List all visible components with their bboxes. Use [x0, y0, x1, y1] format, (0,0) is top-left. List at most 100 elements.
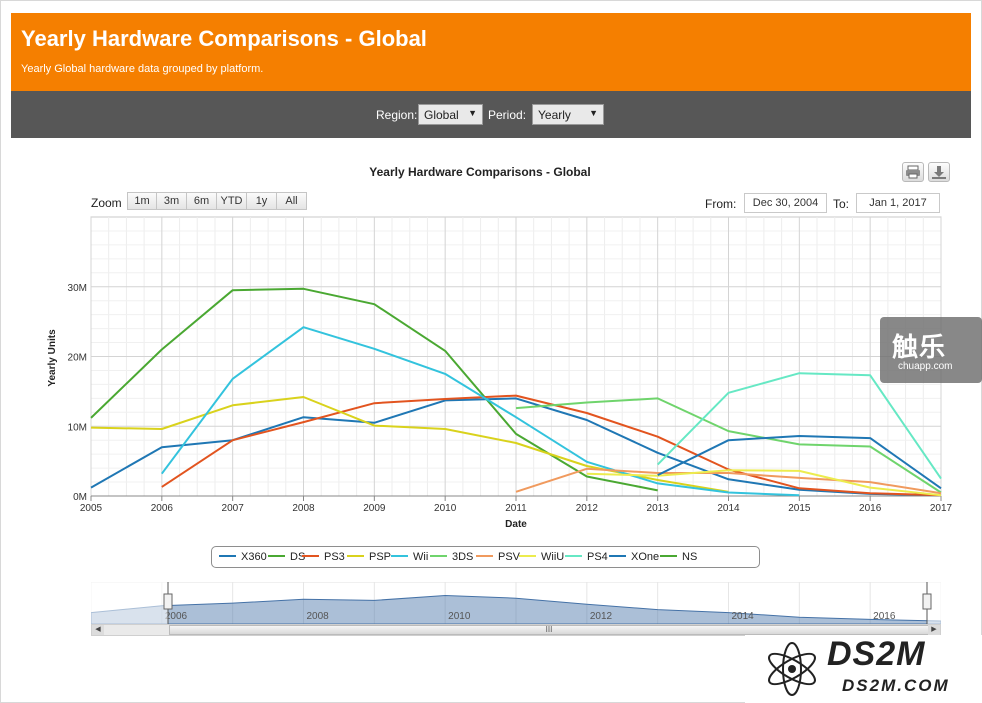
y-tick-label: 30M [68, 283, 87, 294]
legend-item-x360[interactable]: X360 [219, 551, 267, 563]
legend-swatch [476, 555, 493, 558]
range-from-input[interactable]: Dec 30, 2004 [744, 193, 827, 213]
navigator-area [91, 594, 941, 625]
x-tick-label: 2009 [363, 503, 386, 514]
x-tick-label: 2013 [647, 503, 670, 514]
x-tick-label: 2007 [222, 503, 245, 514]
navigator-scrollbar[interactable]: ◀ III ▶ [91, 624, 941, 636]
chevron-down-icon: ▼ [468, 108, 477, 118]
legend-label: NS [682, 551, 698, 563]
legend-swatch [219, 555, 236, 558]
region-label: Region: [376, 108, 418, 122]
ds2m-watermark-url: DS2M.COM [842, 676, 950, 695]
filter-toolbar: Region: Global ▼ Period: Yearly ▼ [11, 91, 971, 138]
legend-item-ns[interactable]: NS [660, 551, 697, 563]
legend-label: Wii [413, 551, 429, 563]
period-select[interactable]: Yearly ▼ [532, 104, 604, 125]
legend-swatch [565, 555, 582, 558]
legend-swatch [268, 555, 285, 558]
period-label: Period: [488, 108, 527, 122]
zoom-1y-button[interactable]: 1y [246, 192, 277, 210]
legend-item-3ds[interactable]: 3DS [430, 551, 473, 563]
chart-legend: X360 DS PS3 PSP Wii 3DS PSV WiiU PS4 XOne NS [211, 546, 760, 568]
x-tick-label: 2006 [151, 503, 174, 514]
region-select-value: Global [424, 108, 459, 122]
legend-label: PSV [498, 551, 521, 563]
legend-label: WiiU [541, 551, 565, 563]
navigator-label: 2008 [307, 611, 330, 622]
x-tick-label: 2012 [576, 503, 599, 514]
legend-label: PS3 [324, 551, 345, 563]
chart-series [90, 287, 942, 497]
legend-label: PS4 [587, 551, 608, 563]
navigator-chart: 2006 2008 2010 2012 2014 2016 [91, 582, 941, 625]
x-tick-label: 2005 [80, 503, 103, 514]
line-chart: 2005 2006 2007 2008 2009 2010 2011 2012 2013 2014… [47, 216, 953, 530]
print-icon [906, 165, 920, 179]
y-tick-label: 10M [68, 422, 87, 433]
x-tick-label: 2017 [930, 503, 953, 514]
page-header: Yearly Hardware Comparisons - Global Yea… [11, 13, 971, 91]
export-button[interactable] [928, 162, 950, 182]
chuapp-watermark: 触乐 chuapp.com [880, 317, 982, 383]
legend-item-ps4[interactable]: PS4 [565, 551, 608, 563]
series-line-wii[interactable] [160, 326, 800, 497]
y-tick-label: 0M [73, 492, 87, 503]
x-tick-label: 2014 [717, 503, 740, 514]
ds2m-watermark: DS2M DS2M.COM [745, 635, 982, 703]
y-axis-title: Yearly Units [47, 329, 58, 387]
download-icon [932, 166, 946, 179]
legend-swatch [609, 555, 626, 558]
scroll-right-icon[interactable]: ▶ [928, 625, 940, 635]
chart-axes: 2005 2006 2007 2008 2009 2010 2011 2012 2013 2014… [68, 283, 953, 514]
legend-item-psp[interactable]: PSP [347, 551, 391, 563]
x-tick-label: 2008 [292, 503, 315, 514]
chart-grid [90, 216, 942, 497]
navigator-label: 2010 [448, 611, 471, 622]
zoom-6m-button[interactable]: 6m [186, 192, 217, 210]
x-tick-label: 2011 [505, 503, 527, 514]
navigator-label: 2006 [165, 611, 188, 622]
legend-item-ps3[interactable]: PS3 [302, 551, 345, 563]
series-line-wiiu[interactable] [586, 469, 942, 497]
legend-swatch [660, 555, 677, 558]
print-button[interactable] [902, 162, 924, 182]
legend-swatch [302, 555, 319, 558]
atom-logo-icon [768, 642, 816, 696]
navigator-label: 2012 [590, 611, 613, 622]
navigator-handle-left[interactable] [163, 593, 173, 610]
range-to-label: To: [833, 197, 850, 211]
legend-swatch [519, 555, 536, 558]
chevron-down-icon: ▼ [589, 108, 598, 118]
chuapp-watermark-text: 触乐 [892, 332, 947, 362]
legend-label: XOne [631, 551, 660, 563]
navigator-label: 2016 [873, 611, 896, 622]
navigator-mask-left [91, 582, 168, 624]
zoom-1m-button[interactable]: 1m [127, 192, 157, 210]
legend-item-ds[interactable]: DS [268, 551, 305, 563]
legend-item-psv[interactable]: PSV [476, 551, 520, 563]
legend-item-wii[interactable]: Wii [391, 551, 428, 563]
zoom-all-button[interactable]: All [276, 192, 307, 210]
zoom-3m-button[interactable]: 3m [156, 192, 187, 210]
legend-item-xone[interactable]: XOne [609, 551, 659, 563]
x-tick-label: 2015 [788, 503, 811, 514]
legend-label: 3DS [452, 551, 474, 563]
zoom-label: Zoom [91, 196, 122, 210]
range-to-input[interactable]: Jan 1, 2017 [856, 193, 940, 213]
chart-title: Yearly Hardware Comparisons - Global [369, 165, 591, 179]
chuapp-watermark-url: chuapp.com [898, 361, 953, 372]
x-tick-label: 2010 [434, 503, 457, 514]
scroll-left-icon[interactable]: ◀ [92, 625, 104, 635]
legend-label: X360 [241, 551, 267, 563]
x-axis-title: Date [505, 519, 527, 530]
navigator-handle-right[interactable] [922, 593, 932, 610]
page-title: Yearly Hardware Comparisons - Global [21, 26, 427, 51]
legend-swatch [347, 555, 364, 558]
scrollbar-thumb[interactable]: III [169, 625, 929, 635]
legend-swatch [430, 555, 447, 558]
y-tick-label: 20M [68, 353, 87, 364]
navigator-label: 2014 [732, 611, 755, 622]
legend-item-wiiu[interactable]: WiiU [519, 551, 564, 563]
region-select[interactable]: Global ▼ [418, 104, 483, 125]
